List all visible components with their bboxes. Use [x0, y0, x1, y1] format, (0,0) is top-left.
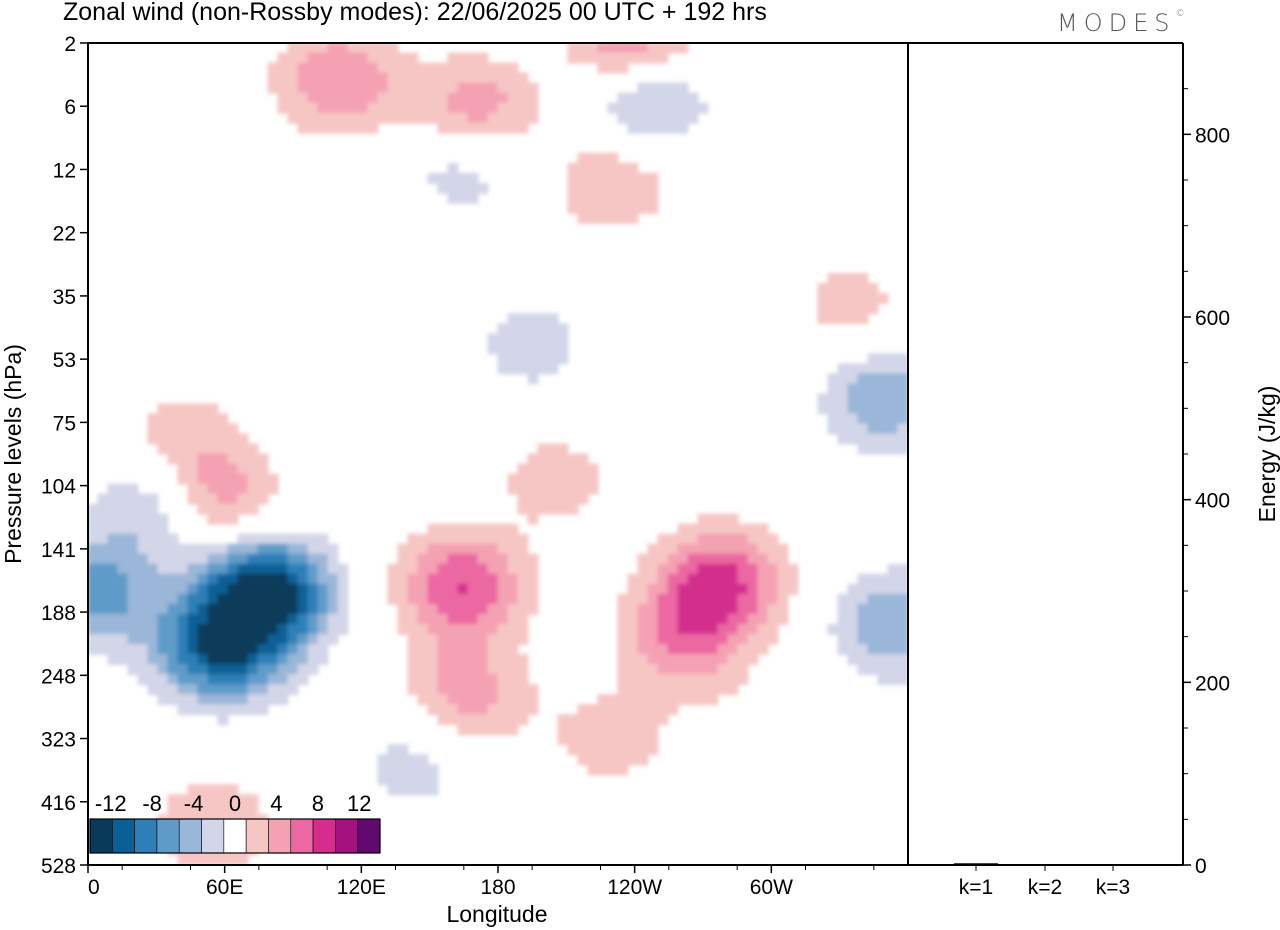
colorbar-swatch	[268, 818, 292, 854]
colorbar-swatch	[178, 818, 202, 854]
colorbar-swatch	[335, 818, 358, 854]
colorbar-label: -4	[184, 791, 204, 816]
colorbar-label: -8	[142, 791, 162, 816]
y-tick-label: 416	[41, 792, 76, 815]
energy-bar-chart: 0 200 400 600 800 Energy (J/kg) k=1 k=2 k=3	[954, 88, 1280, 899]
category-label: k=1	[959, 876, 993, 899]
colorbar-swatch	[245, 818, 269, 854]
colorbar-swatch	[223, 818, 247, 854]
chart-title: Zonal wind (non-Rossby modes): 22/06/202…	[63, 0, 767, 26]
modes-logo: MODES©	[1057, 9, 1184, 37]
y-tick-label: 35	[53, 286, 76, 309]
field-plot-frame	[87, 42, 909, 866]
colorbar-swatch	[201, 818, 225, 854]
y-axis-label: Pressure levels (hPa)	[0, 344, 26, 564]
category-label: k=3	[1096, 876, 1130, 899]
x-tick-label: 0	[88, 876, 100, 899]
colorbar-label: 0	[229, 791, 241, 816]
y-tick-label: 22	[53, 223, 76, 246]
energy-tick-label: 0	[1195, 855, 1207, 878]
x-tick-label: 60E	[206, 876, 243, 899]
y-tick-label: 53	[53, 349, 76, 372]
colorbar-swatch	[156, 818, 180, 854]
wind-field	[88, 43, 908, 865]
y-tick-label: 141	[41, 539, 76, 562]
category-label: k=2	[1028, 876, 1062, 899]
y-tick-label: 2	[64, 33, 76, 56]
colorbar-label: -12	[95, 791, 127, 816]
energy-tick-label: 200	[1195, 672, 1230, 695]
y-tick-label: 6	[64, 96, 76, 119]
x-axis-label: Longitude	[446, 901, 547, 927]
y-tick-label: 188	[41, 602, 76, 625]
colorbar-swatch	[134, 818, 158, 854]
y-tick-label: 248	[41, 665, 76, 688]
x-tick-label: 180	[480, 876, 515, 899]
energy-axis-label: Energy (J/kg)	[1254, 386, 1280, 523]
colorbar-swatch	[290, 818, 314, 854]
y-tick-label: 528	[41, 855, 76, 878]
x-tick-label: 120W	[607, 876, 662, 899]
logo-mark: ©	[1175, 9, 1185, 19]
colorbar-swatch	[112, 818, 135, 854]
y-tick-label: 104	[41, 476, 76, 499]
energy-tick-label: 400	[1195, 490, 1230, 513]
colorbar-label: 4	[270, 791, 282, 816]
x-tick-label: 60W	[750, 876, 793, 899]
energy-tick-label: 800	[1195, 124, 1230, 147]
colorbar-swatch	[357, 818, 381, 854]
colorbar: -12 -8 -4 0 4 8 12	[89, 791, 381, 854]
colorbar-label: 12	[347, 791, 371, 816]
energy-tick-label: 600	[1195, 307, 1230, 330]
x-tick-label: 120E	[337, 876, 386, 899]
colorbar-swatch	[312, 818, 336, 854]
logo-text: MODES	[1057, 9, 1176, 37]
y-tick-label: 323	[41, 729, 76, 752]
colorbar-frame	[89, 818, 381, 854]
colorbar-swatch	[89, 818, 113, 854]
colorbar-label: 8	[312, 791, 324, 816]
y-tick-label: 75	[53, 412, 76, 435]
y-tick-label: 12	[53, 159, 76, 182]
